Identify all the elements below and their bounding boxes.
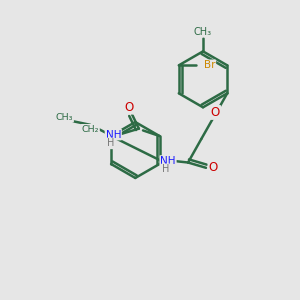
Text: CH₃: CH₃ (194, 27, 212, 37)
Text: CH₂: CH₂ (82, 125, 99, 134)
Text: O: O (124, 101, 134, 114)
Text: CH₃: CH₃ (56, 113, 73, 122)
Text: O: O (211, 106, 220, 119)
Text: H: H (162, 164, 169, 174)
Text: Br: Br (204, 60, 215, 70)
Text: NH: NH (106, 130, 121, 140)
Text: O: O (208, 161, 218, 174)
Text: H: H (106, 138, 114, 148)
Text: NH: NH (160, 156, 176, 166)
